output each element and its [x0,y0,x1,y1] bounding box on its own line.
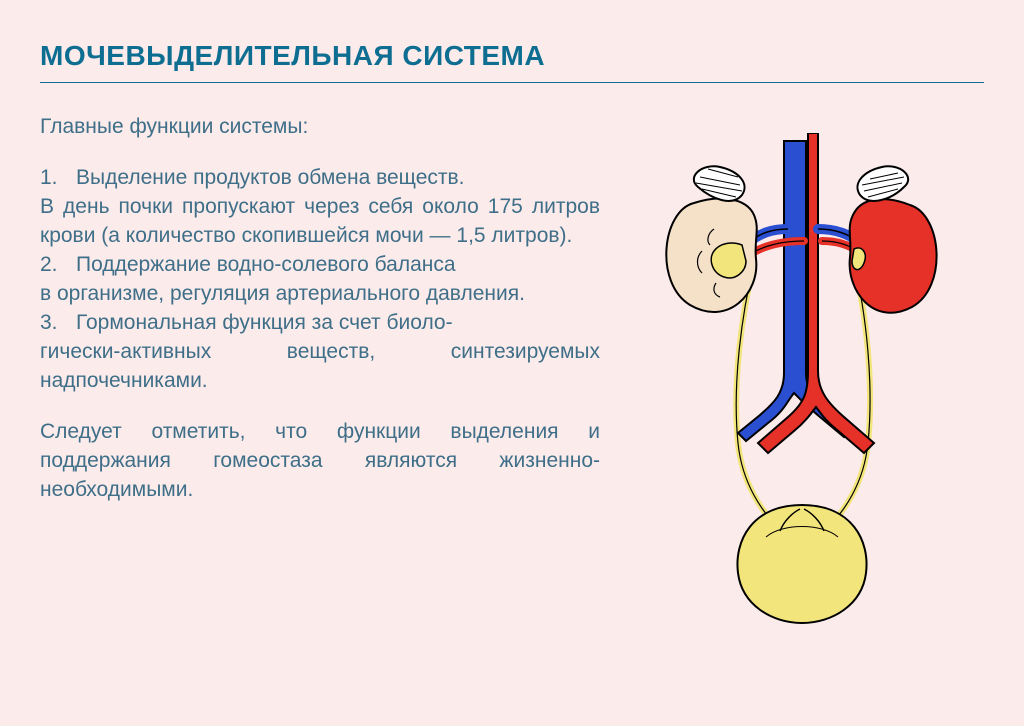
adrenal-right [857,166,908,201]
item-rest: в организме, регуляция артериального дав… [40,280,600,309]
page-title: МОЧЕВЫДЕЛИТЕЛЬНАЯ СИСТЕМА [40,40,984,83]
list-item-3: 3. Гормональная функция за счет биоло- г… [40,309,600,396]
intro-line: Главные функции системы: [40,113,600,142]
item-first-line: Гормональная функция за счет биоло- [76,309,600,338]
closing-paragraph: Следует отметить, что функции выделения … [40,418,600,505]
ureter-right [824,263,870,531]
content-row: Главные функции системы: 1. Выделение пр… [40,113,984,633]
item-rest: гически-активных веществ, синтезируемых … [40,338,600,396]
list-item-1: 1. Выделение продуктов обмена веществ. В… [40,164,600,251]
item-first-line: Поддержание водно-солевого баланса [76,251,600,280]
figure-column [620,113,984,633]
renal-pelvis-left [711,243,746,278]
bladder [737,505,866,623]
item-rest: В день почки пропускают через себя около… [40,193,600,251]
urinary-system-diagram [642,133,962,633]
item-number: 1. [40,164,76,193]
item-number: 2. [40,251,76,280]
adrenal-left [694,166,745,201]
item-number: 3. [40,309,76,338]
item-first-line: Выделение продуктов обмена веществ. [76,164,600,193]
list-item-2: 2. Поддержание водно-солевого баланса в … [40,251,600,309]
slide-page: МОЧЕВЫДЕЛИТЕЛЬНАЯ СИСТЕМА Главные функци… [0,0,1024,726]
text-column: Главные функции системы: 1. Выделение пр… [40,113,620,633]
vena-cava [738,141,852,441]
